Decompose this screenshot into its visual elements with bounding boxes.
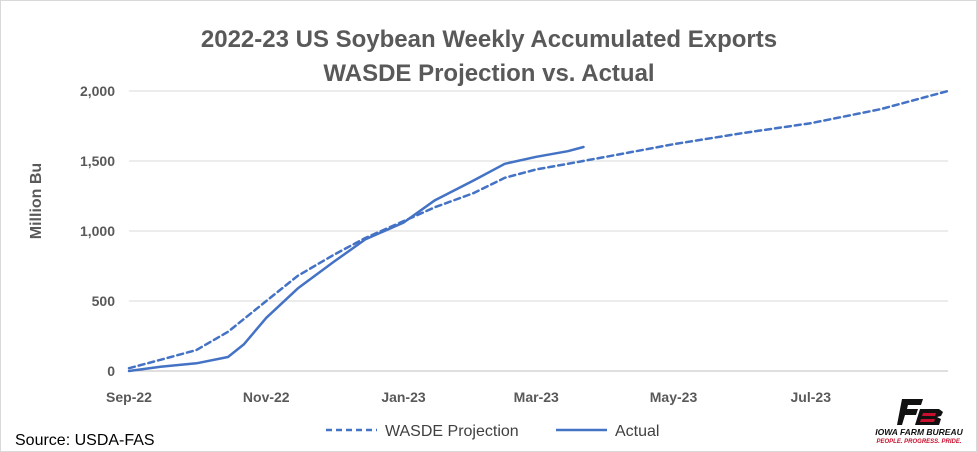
series-line-actual [127,145,585,373]
chart-subtitle: WASDE Projection vs. Actual [323,60,654,87]
legend: WASDE Projection Actual [326,423,659,440]
legend-label-actual: Actual [615,423,659,440]
x-tick-label: Nov-22 [243,389,290,405]
y-axis-title: Million Bu [28,163,45,239]
x-tick-label: May-23 [650,389,698,405]
x-tick-label: Jan-23 [381,389,426,405]
logo-name: IOWA FARM BUREAU [875,427,963,437]
x-tick-label: Jul-23 [791,389,832,405]
x-tick-label: Sep-22 [106,389,152,405]
y-axis-ticks: 0 500 1,000 1,500 2,000 [80,83,115,379]
x-axis-ticks: Sep-22 Nov-22 Jan-23 Mar-23 May-23 Jul-23 [106,389,831,405]
y-tick-label: 1,500 [80,153,115,169]
logo-tagline: PEOPLE. PROGRESS. PRIDE. [876,439,961,445]
chart-title: 2022-23 US Soybean Weekly Accumulated Ex… [201,26,777,53]
iowa-farm-bureau-logo: IOWA FARM BUREAU PEOPLE. PROGRESS. PRIDE… [875,399,964,445]
series-line-wasde-projection [127,89,950,370]
y-tick-label: 1,000 [80,223,115,239]
grid-lines [129,90,948,302]
series-lines [127,89,950,373]
y-tick-label: 500 [92,293,116,309]
fb-mark-icon [897,399,943,425]
x-tick-label: Mar-23 [514,389,559,405]
legend-label-wasde-projection: WASDE Projection [385,423,519,440]
y-tick-label: 0 [107,363,115,379]
y-tick-label: 2,000 [80,83,115,99]
source-note: Source: USDA-FAS [15,432,155,449]
